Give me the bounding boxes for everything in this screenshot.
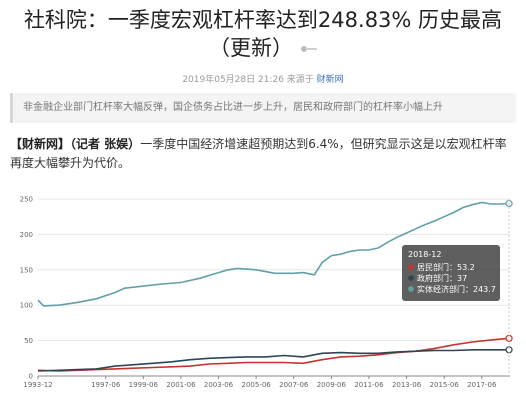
y-tick-label: 100 [20, 302, 33, 310]
pin-icon[interactable] [301, 44, 317, 54]
article-title: 社科院：一季度宏观杠杆率达到248.83% 历史最高 （更新） [0, 6, 526, 62]
title-line-1: 社科院：一季度宏观杠杆率达到248.83% 历史最高 [23, 8, 503, 32]
x-tick-label: 2003-06 [204, 381, 234, 389]
x-tick-label: 2005-06 [242, 381, 272, 389]
tooltip-row: 居民部门：53.2 [417, 262, 475, 272]
y-tick-label: 150 [20, 266, 33, 274]
tooltip-row: 政府部门：37 [417, 273, 467, 283]
chart-svg: 0 50 100 150 200 250 1993-12 1997-06 1999-06 2001… [20, 196, 513, 389]
x-tick-label: 2015-06 [430, 381, 460, 389]
publish-date: 2019年05月28日 21:26 来源于 [182, 75, 314, 85]
x-tick-label: 2007-06 [279, 381, 309, 389]
lead-paragraph: 【财新网】（记者 张娱）一季度中国经济增速超预期达到6.4%，但研究显示这是以宏… [10, 135, 516, 173]
x-tick-label: 2011-06 [354, 381, 384, 389]
article-meta: 2019年05月28日 21:26 来源于 财新网 [0, 72, 526, 85]
lead-byline: 【财新网】（记者 张娱） [10, 137, 141, 151]
article-summary: 非金融企业部门杠杆率大幅反弹，国企债务占比进一步上升，居民和政府部门的杠杆率小幅… [10, 93, 516, 123]
y-tick-label: 50 [24, 337, 33, 345]
tooltip-marker [408, 286, 414, 292]
tooltip-marker [408, 275, 414, 281]
series-line [37, 201, 510, 307]
x-tick-label: 1993-12 [23, 381, 52, 389]
lead-text: 一季度中国经济增速超预期达到6.4%，但研究显示这是以宏观杠杆率再度大幅攀升为代… [10, 137, 507, 170]
y-tick-label: 0 [29, 373, 33, 381]
x-tick-label: 2013-06 [392, 381, 422, 389]
leverage-chart: 0 50 100 150 200 250 1993-12 1997-06 1999-06 2001… [0, 183, 526, 408]
tooltip-row: 实体经济部门：243.7 [417, 284, 496, 294]
tooltip-box [402, 245, 500, 301]
x-tick-label: 2009-06 [317, 381, 347, 389]
y-tick-label: 250 [20, 196, 33, 204]
y-tick-label: 200 [20, 231, 33, 239]
series-line [37, 337, 510, 372]
source-link[interactable]: 财新网 [316, 75, 344, 85]
x-tick-label: 1999-06 [129, 381, 159, 389]
x-tick-label: 2001-06 [166, 381, 196, 389]
title-line-2: （更新） [209, 36, 293, 60]
x-tick-label: 2017-06 [467, 381, 497, 389]
x-tick-label: 1997-06 [91, 381, 121, 389]
tooltip-date: 2018-12 [408, 250, 441, 259]
tooltip-marker [408, 264, 414, 270]
series-line [37, 349, 510, 372]
